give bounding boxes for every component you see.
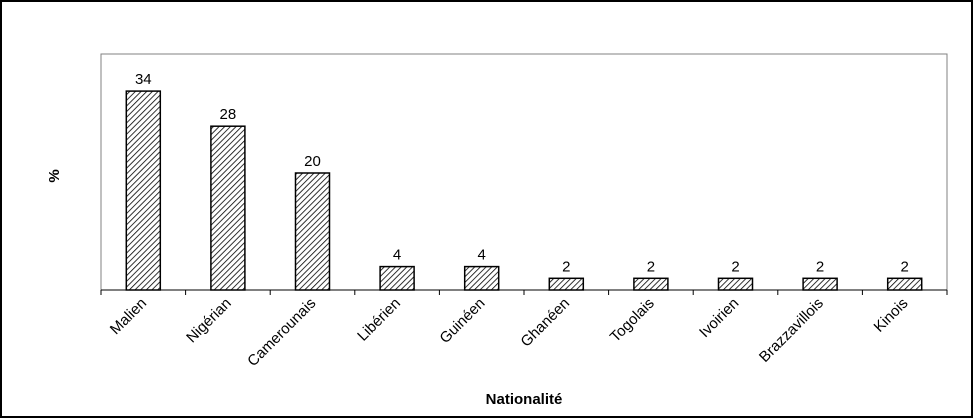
bar-camerounais [294, 172, 331, 291]
bar-guinéen [463, 265, 500, 291]
data-label: 2 [816, 258, 824, 275]
value-labels-group: 34 28 20 4 4 2 2 2 2 2 [135, 71, 909, 275]
x-tick-label: Camerounais [244, 295, 319, 370]
y-axis-title: % [46, 169, 63, 182]
x-tick-label: Ivoirien [696, 295, 742, 341]
data-label: 2 [647, 258, 655, 275]
bar-kinois [886, 277, 923, 291]
x-tick-label: Guinéen [436, 295, 488, 347]
x-tick-label: Nigérian [183, 295, 235, 347]
data-label: 2 [562, 258, 570, 275]
x-tick-label: Brazzavillois [756, 295, 827, 366]
data-label: 28 [220, 106, 237, 123]
bar-libérien [379, 265, 415, 291]
x-axis-title: Nationalité [486, 391, 563, 408]
x-tick-label: Kinois [871, 295, 912, 336]
bar-ivoirien [717, 277, 754, 291]
data-label: 34 [135, 71, 152, 88]
data-label: 4 [478, 247, 486, 264]
bars-group [125, 90, 923, 291]
data-label: 20 [304, 153, 321, 170]
x-tick-label: Malien [107, 295, 150, 338]
x-tick-label: Ghanéen [517, 295, 573, 351]
x-tick-labels-group: Malien Nigérian Camerounais Libérien Guinéen… [107, 295, 912, 370]
data-label: 2 [901, 258, 909, 275]
bar-ghanéen [548, 277, 585, 291]
x-tick-label: Libérien [354, 295, 404, 345]
bar-brazzavillois [802, 277, 838, 291]
bar-malien [125, 90, 162, 291]
x-ticks-group [100, 290, 948, 295]
bar-togolais [633, 277, 669, 291]
data-label: 4 [393, 247, 401, 264]
bar-nigérian [210, 125, 246, 291]
x-tick-label: Togolais [607, 295, 658, 346]
data-label: 2 [731, 258, 739, 275]
